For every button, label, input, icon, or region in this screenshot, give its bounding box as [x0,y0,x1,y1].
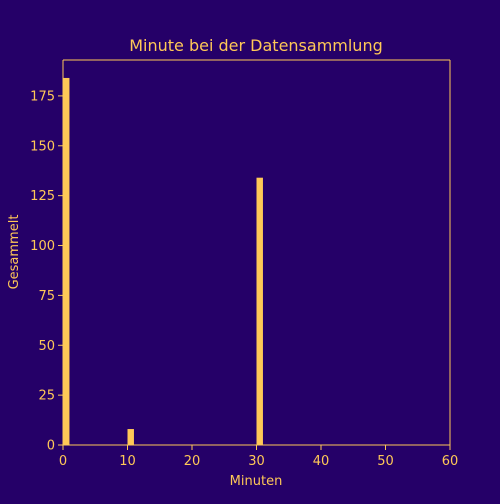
x-axis-label: Minuten [230,474,283,489]
bar-2 [256,177,263,445]
y-tick-label-75: 75 [38,289,55,304]
y-tick-label-50: 50 [38,339,55,354]
x-tick-label-30: 30 [248,454,265,469]
y-tick-label-175: 175 [30,89,55,104]
y-tick-label-0: 0 [47,439,55,454]
x-tick-label-40: 40 [313,454,330,469]
x-tick-label-50: 50 [377,454,394,469]
ticks-layer: 0 10 20 30 40 50 60 0 25 50 75 100 125 150 175 [30,89,458,469]
y-tick-label-150: 150 [30,139,55,154]
x-tick-label-0: 0 [59,454,67,469]
y-axis-label: Gesammelt [7,215,22,290]
y-tick-label-25: 25 [38,389,55,404]
bar-1 [127,429,134,445]
x-tick-label-10: 10 [119,454,136,469]
x-tick-label-20: 20 [184,454,201,469]
x-tick-label-60: 60 [442,454,459,469]
chart-title: Minute bei der Datensammlung [129,36,383,55]
y-tick-label-125: 125 [30,189,55,204]
bars-layer [63,77,263,445]
bar-0 [63,77,70,445]
y-tick-label-100: 100 [30,239,55,254]
